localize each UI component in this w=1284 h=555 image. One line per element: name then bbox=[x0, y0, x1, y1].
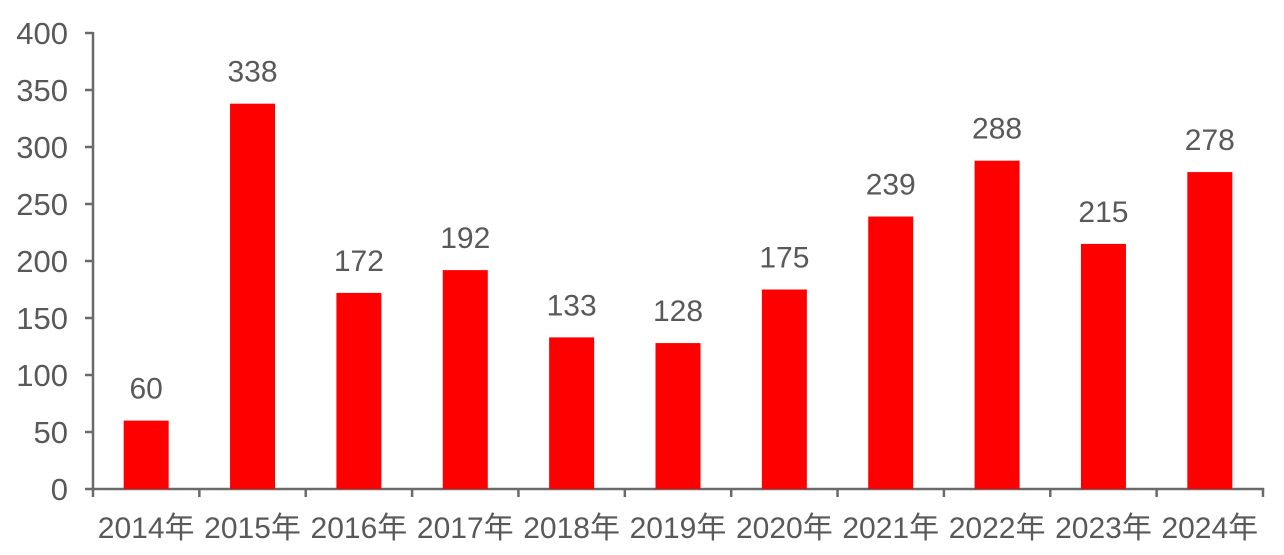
bar bbox=[761, 289, 807, 489]
x-axis-tick-label: 2023年 bbox=[1055, 512, 1152, 545]
bar-value-label: 338 bbox=[228, 56, 278, 89]
x-axis-tick-label: 2015年 bbox=[204, 512, 301, 545]
x-axis-tick-label: 2016年 bbox=[311, 512, 408, 545]
bar bbox=[1080, 243, 1126, 489]
bar-value-label: 239 bbox=[866, 169, 916, 202]
bar-value-label: 172 bbox=[334, 245, 384, 278]
bar-value-label: 288 bbox=[972, 113, 1022, 146]
x-axis-tick-label: 2024年 bbox=[1161, 512, 1258, 545]
bar bbox=[336, 292, 382, 489]
x-axis-tick-label: 2019年 bbox=[630, 512, 727, 545]
bar-value-label: 133 bbox=[547, 289, 597, 322]
bar-value-label: 128 bbox=[653, 295, 703, 328]
x-axis-tick-label: 2017年 bbox=[417, 512, 514, 545]
x-axis-tick-label: 2022年 bbox=[949, 512, 1046, 545]
bar-value-label: 278 bbox=[1185, 124, 1235, 157]
bar-value-label: 60 bbox=[129, 373, 162, 406]
y-axis-tick-label: 350 bbox=[16, 73, 68, 108]
y-axis-tick-label: 200 bbox=[16, 244, 68, 279]
y-axis-tick-label: 100 bbox=[16, 358, 68, 393]
bar-value-label: 192 bbox=[440, 222, 490, 255]
bar bbox=[230, 103, 276, 490]
bar bbox=[974, 160, 1020, 489]
bar bbox=[1187, 172, 1233, 489]
bar bbox=[549, 337, 595, 489]
bar-value-label: 215 bbox=[1078, 196, 1128, 229]
bar-value-label: 175 bbox=[759, 242, 809, 275]
y-axis-tick-label: 0 bbox=[51, 472, 68, 507]
x-axis-tick-label: 2018年 bbox=[523, 512, 620, 545]
y-axis-tick-label: 150 bbox=[16, 301, 68, 336]
y-axis-tick-label: 250 bbox=[16, 187, 68, 222]
bar bbox=[655, 343, 701, 489]
bar bbox=[442, 270, 488, 489]
y-axis-tick-label: 400 bbox=[16, 16, 68, 51]
x-axis-tick-label: 2020年 bbox=[736, 512, 833, 545]
x-axis-tick-label: 2014年 bbox=[98, 512, 195, 545]
bar bbox=[123, 420, 169, 489]
y-axis-tick-label: 300 bbox=[16, 130, 68, 165]
x-axis-tick-label: 2021年 bbox=[842, 512, 939, 545]
y-axis-tick-label: 50 bbox=[34, 415, 68, 450]
bar bbox=[868, 216, 914, 490]
